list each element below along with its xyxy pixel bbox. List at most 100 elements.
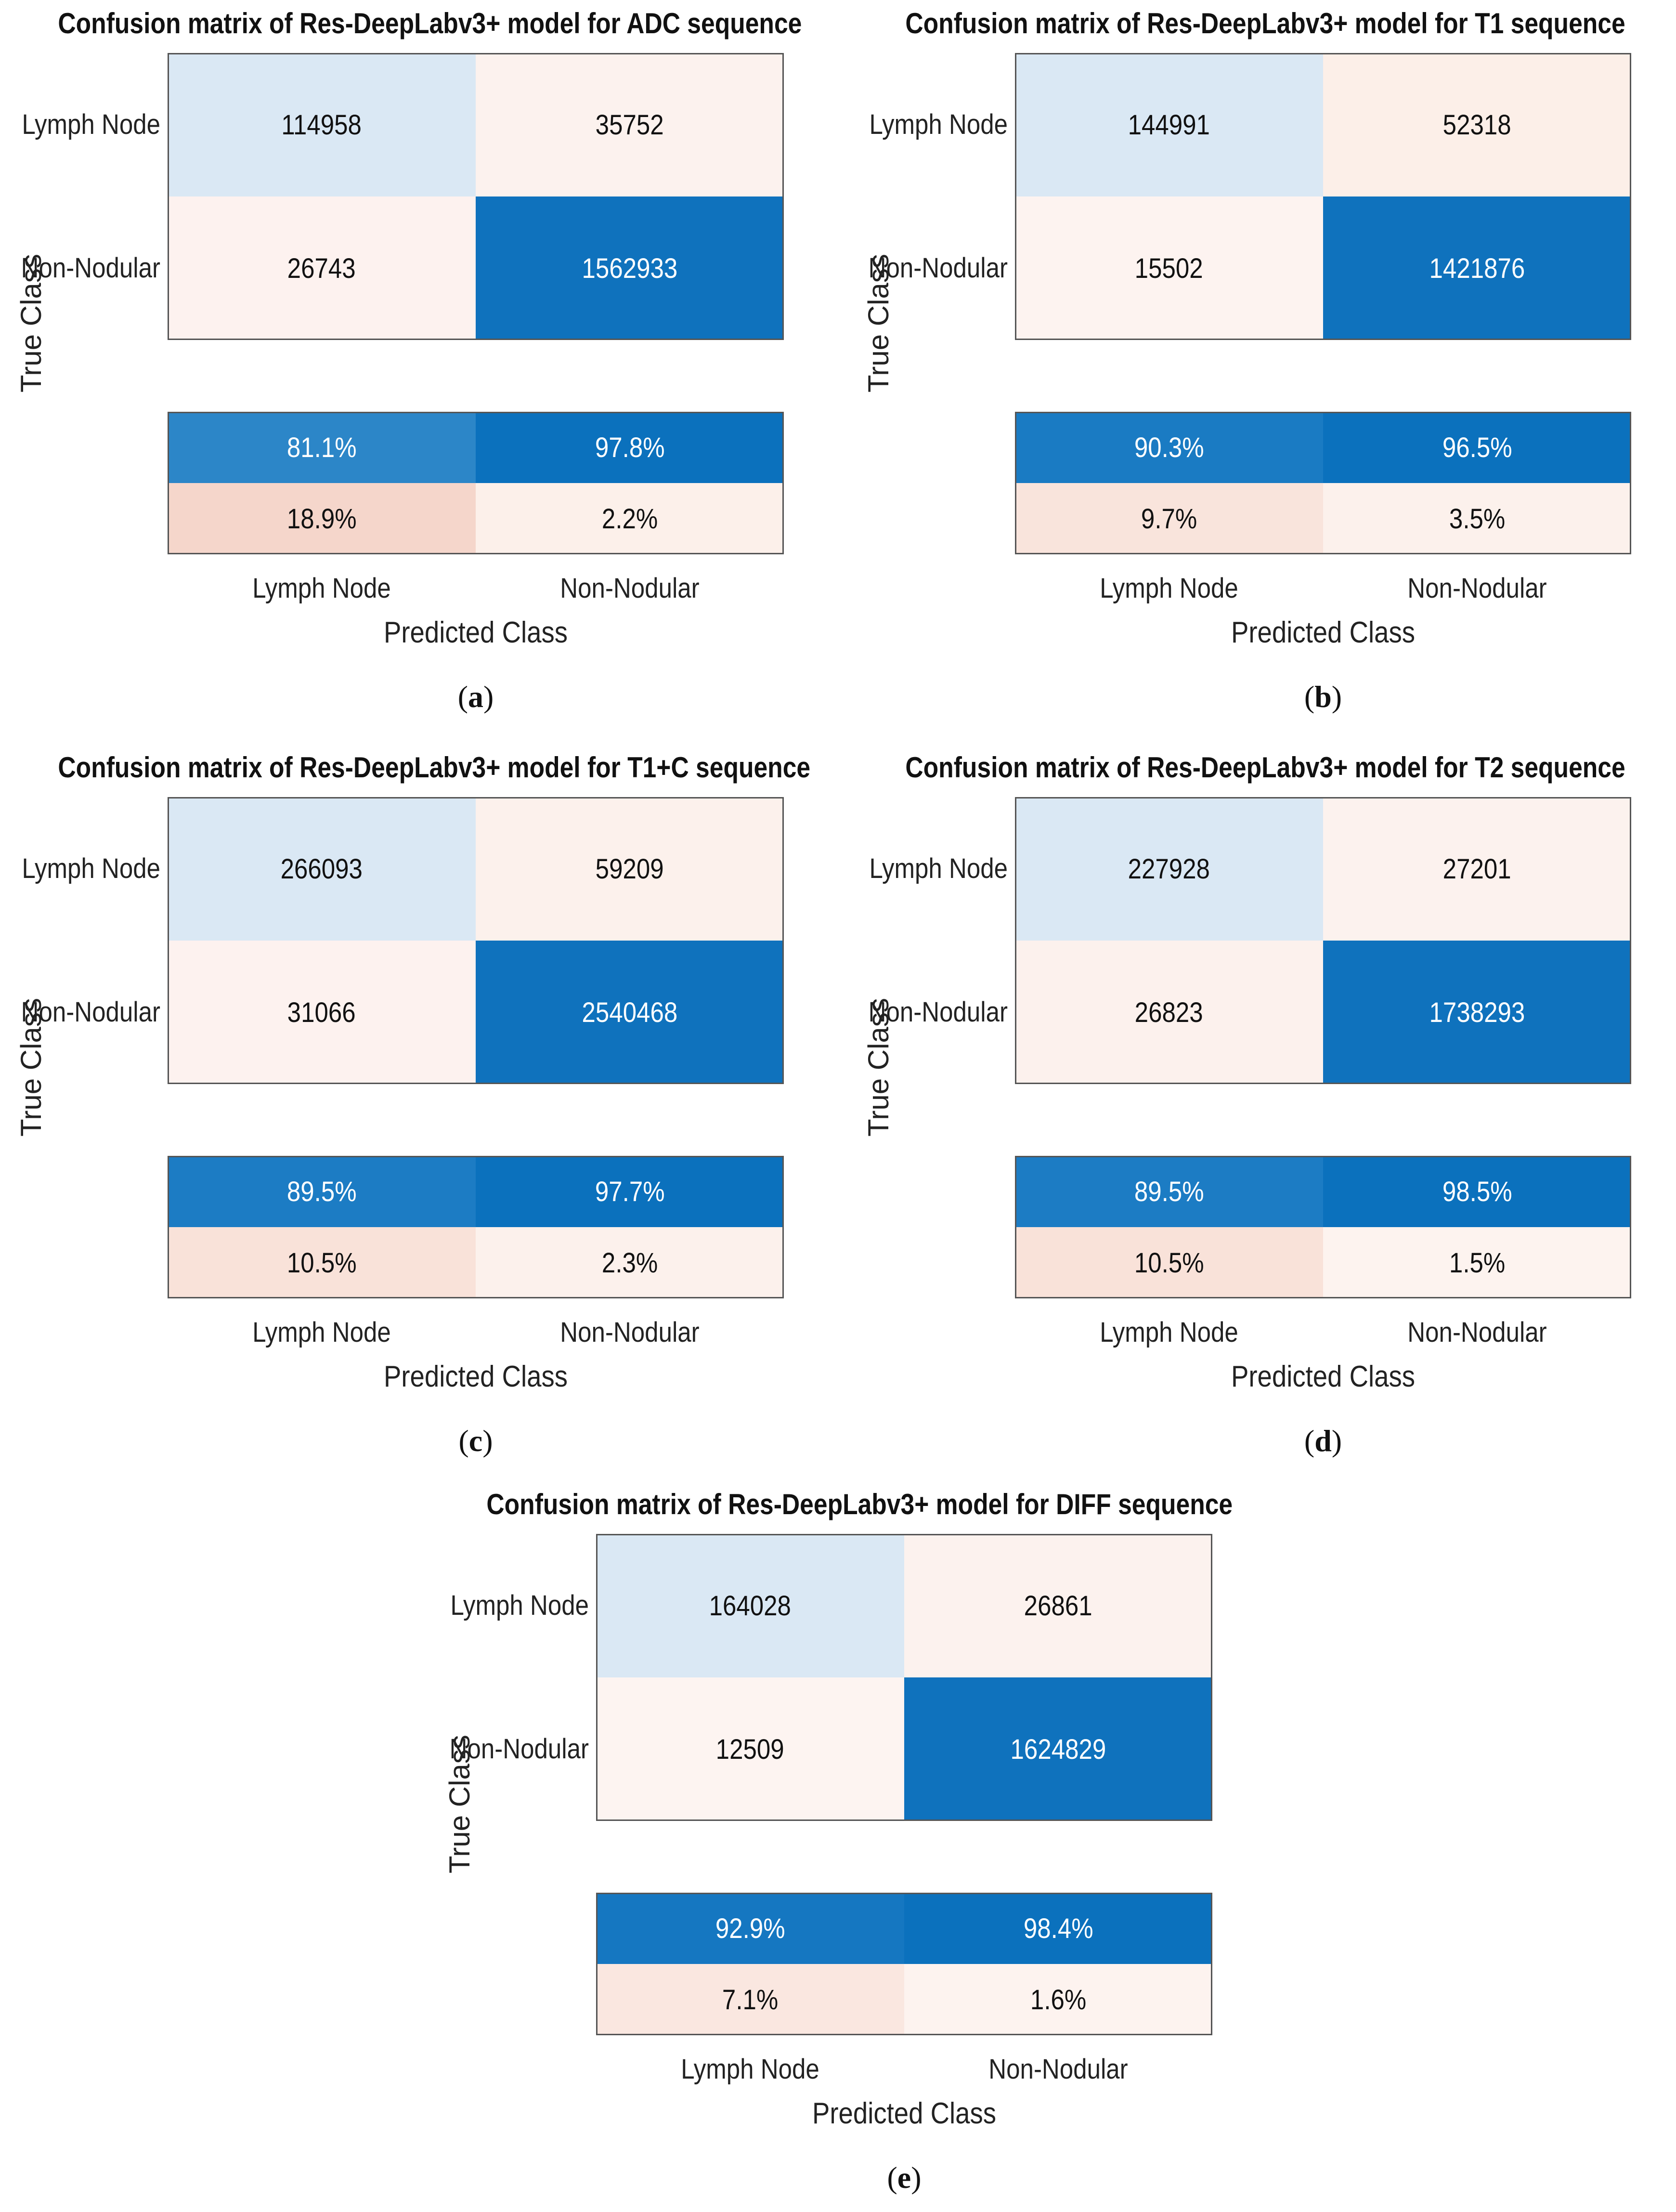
- summary-cell-1-1: 3.5%: [1323, 483, 1631, 554]
- matrix-cell-value: 266093: [280, 853, 363, 885]
- col-label-0: Lymph Node: [1100, 1317, 1238, 1348]
- chart-title: Confusion matrix of Res-DeepLabv3+ model…: [905, 7, 1625, 39]
- summary-cell-value: 10.5%: [1134, 1247, 1204, 1279]
- row-label-1: Non-Nodular: [21, 996, 160, 1028]
- summary-cell-1-0: 7.1%: [596, 1964, 904, 2035]
- matrix-cell-value: 144991: [1128, 109, 1210, 141]
- summary-cell-0-0: 90.3%: [1015, 412, 1323, 483]
- subfigure-letter: e: [897, 2160, 911, 2195]
- summary-cell-value: 98.5%: [1442, 1176, 1512, 1207]
- summary-cell-1-0: 18.9%: [168, 483, 476, 554]
- summary-cell-value: 18.9%: [286, 503, 357, 535]
- row-label-1: Non-Nodular: [868, 252, 1008, 284]
- col-label-1: Non-Nodular: [560, 1317, 700, 1348]
- matrix-cell-value: 15502: [1135, 252, 1203, 284]
- col-label-0: Lymph Node: [252, 1317, 391, 1348]
- matrix-cell-0-1: 35752: [476, 53, 784, 196]
- col-label-1: Non-Nodular: [1407, 573, 1547, 604]
- subfigure-label: (a): [457, 680, 494, 714]
- matrix-cell-value: 59209: [596, 853, 664, 885]
- summary-cell-1-0: 10.5%: [168, 1227, 476, 1298]
- matrix-cell-0-1: 27201: [1323, 797, 1631, 941]
- summary-cell-0-1: 98.5%: [1323, 1156, 1631, 1227]
- y-axis-label: True Class: [15, 254, 47, 393]
- chart-title: Confusion matrix of Res-DeepLabv3+ model…: [905, 751, 1625, 784]
- confusion-panel-e: Confusion matrix of Res-DeepLabv3+ model…: [429, 1481, 1257, 2195]
- confusion-panel-d: Confusion matrix of Res-DeepLabv3+ model…: [847, 744, 1676, 1458]
- subfigure-label: (c): [458, 1424, 493, 1458]
- matrix-cell-0-0: 227928: [1015, 797, 1323, 941]
- summary-cell-0-0: 81.1%: [168, 412, 476, 483]
- matrix-cell-value: 26823: [1135, 996, 1203, 1028]
- matrix-cell-value: 26743: [287, 252, 356, 284]
- summary-cell-0-1: 97.7%: [476, 1156, 784, 1227]
- matrix-cell-value: 27201: [1443, 853, 1511, 885]
- matrix-cell-value: 114958: [281, 109, 362, 141]
- matrix-cell-1-0: 26823: [1015, 941, 1323, 1084]
- row-label-1: Non-Nodular: [868, 996, 1008, 1028]
- summary-cell-0-0: 89.5%: [1015, 1156, 1323, 1227]
- summary-cell-value: 81.1%: [286, 432, 357, 463]
- matrix-cell-0-0: 164028: [596, 1534, 904, 1677]
- summary-cell-0-1: 97.8%: [476, 412, 784, 483]
- matrix-cell-value: 2540468: [582, 996, 678, 1028]
- subfigure-label: (e): [887, 2160, 922, 2195]
- chart-title: Confusion matrix of Res-DeepLabv3+ model…: [486, 1488, 1233, 1520]
- summary-cell-value: 9.7%: [1141, 503, 1197, 535]
- y-axis-label: True Class: [862, 254, 895, 393]
- matrix-cell-value: 164028: [709, 1590, 792, 1622]
- col-label-1: Non-Nodular: [560, 573, 700, 604]
- summary-cell-0-1: 98.4%: [904, 1893, 1212, 1964]
- matrix-cell-1-1: 1738293: [1323, 941, 1631, 1084]
- summary-cell-value: 96.5%: [1442, 432, 1512, 463]
- matrix-cell-1-0: 26743: [168, 196, 476, 340]
- subfigure-label: (b): [1304, 680, 1342, 714]
- summary-cell-value: 90.3%: [1134, 432, 1204, 463]
- col-label-1: Non-Nodular: [988, 2054, 1128, 2085]
- x-axis-label: Predicted Class: [383, 1360, 568, 1393]
- matrix-cell-0-1: 59209: [476, 797, 784, 941]
- confusion-panel-a: Confusion matrix of Res-DeepLabv3+ model…: [0, 0, 828, 714]
- matrix-cell-value: 35752: [596, 109, 664, 141]
- summary-cell-0-0: 92.9%: [596, 1893, 904, 1964]
- row-label-0: Lymph Node: [869, 109, 1008, 140]
- summary-cell-value: 97.7%: [595, 1176, 665, 1207]
- summary-cell-1-1: 1.6%: [904, 1964, 1212, 2035]
- matrix-cell-value: 1624829: [1010, 1733, 1106, 1765]
- matrix-cell-0-0: 114958: [168, 53, 476, 196]
- x-axis-label: Predicted Class: [383, 616, 568, 649]
- matrix-cell-value: 31066: [287, 996, 356, 1028]
- summary-cell-value: 1.5%: [1449, 1247, 1506, 1279]
- row-label-0: Lymph Node: [22, 853, 161, 884]
- y-axis-label: True Class: [862, 998, 895, 1137]
- matrix-cell-0-0: 266093: [168, 797, 476, 941]
- subfigure-letter: a: [468, 680, 483, 714]
- summary-cell-1-1: 1.5%: [1323, 1227, 1631, 1298]
- summary-cell-value: 98.4%: [1023, 1912, 1093, 1944]
- matrix-cell-value: 1562933: [582, 252, 678, 284]
- summary-cell-value: 10.5%: [286, 1247, 357, 1279]
- x-axis-label: Predicted Class: [812, 2097, 997, 2130]
- matrix-cell-0-1: 52318: [1323, 53, 1631, 196]
- matrix-cell-value: 12509: [716, 1733, 784, 1765]
- summary-cell-1-1: 2.2%: [476, 483, 784, 554]
- row-label-1: Non-Nodular: [449, 1733, 589, 1765]
- matrix-cell-value: 1738293: [1429, 996, 1525, 1028]
- summary-cell-value: 2.2%: [601, 503, 658, 535]
- chart-title: Confusion matrix of Res-DeepLabv3+ model…: [58, 751, 811, 784]
- summary-cell-value: 1.6%: [1030, 1984, 1087, 2016]
- matrix-cell-0-0: 144991: [1015, 53, 1323, 196]
- summary-cell-1-0: 10.5%: [1015, 1227, 1323, 1298]
- summary-cell-0-1: 96.5%: [1323, 412, 1631, 483]
- summary-cell-0-0: 89.5%: [168, 1156, 476, 1227]
- summary-cell-value: 3.5%: [1449, 503, 1506, 535]
- summary-cell-1-1: 2.3%: [476, 1227, 784, 1298]
- matrix-cell-value: 1421876: [1429, 252, 1525, 284]
- subfigure-letter: c: [468, 1424, 483, 1458]
- matrix-cell-1-1: 1624829: [904, 1677, 1212, 1821]
- matrix-cell-value: 26861: [1024, 1590, 1092, 1622]
- y-axis-label: True Class: [15, 998, 47, 1137]
- summary-cell-value: 7.1%: [722, 1984, 779, 2016]
- x-axis-label: Predicted Class: [1231, 1360, 1416, 1393]
- subfigure-label: (d): [1304, 1424, 1342, 1458]
